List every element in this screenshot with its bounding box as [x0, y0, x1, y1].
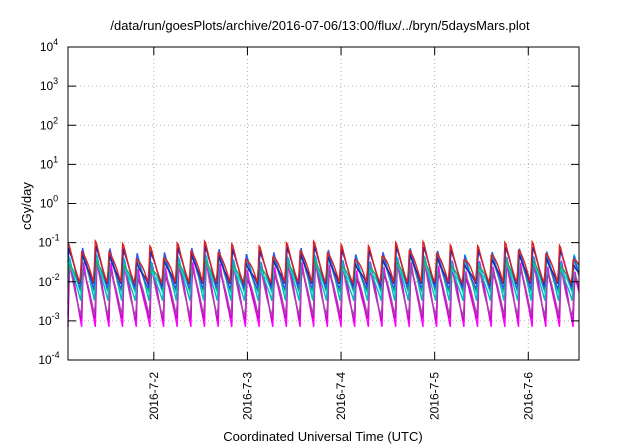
x-axis-label: Coordinated Universal Time (UTC): [223, 429, 422, 444]
chart-title: /data/run/goesPlots/archive/2016-07-06/1…: [110, 18, 530, 33]
y-tick-label: 10-3: [38, 311, 59, 328]
y-tick-label: 104: [40, 37, 58, 54]
x-tick-label: 2016-7-2: [147, 372, 161, 420]
series-line: [67, 238, 580, 286]
y-tick-label: 10-1: [38, 233, 59, 250]
data-series: [67, 238, 580, 328]
y-ticks: 10-4 10-3 10-2 10-1 100 101 102 103 104: [38, 37, 579, 367]
y-axis-label: cGy/day: [19, 182, 34, 230]
x-tick-label: 2016-7-3: [240, 372, 254, 420]
grid: [68, 47, 579, 360]
y-tick-label: 102: [40, 115, 58, 132]
series-line: [67, 263, 580, 317]
y-tick-label: 10-4: [38, 350, 59, 367]
y-tick-label: 10-2: [38, 272, 59, 289]
x-ticks: 2016-7-2 2016-7-3 2016-7-4 2016-7-5 2016-7-6: [147, 47, 535, 420]
y-tick-label: 101: [40, 154, 58, 171]
y-tick-label: 103: [40, 76, 58, 93]
x-tick-label: 2016-7-4: [334, 372, 348, 420]
y-tick-label: 100: [40, 194, 58, 211]
x-tick-label: 2016-7-5: [428, 372, 442, 420]
x-tick-label: 2016-7-6: [521, 372, 535, 420]
